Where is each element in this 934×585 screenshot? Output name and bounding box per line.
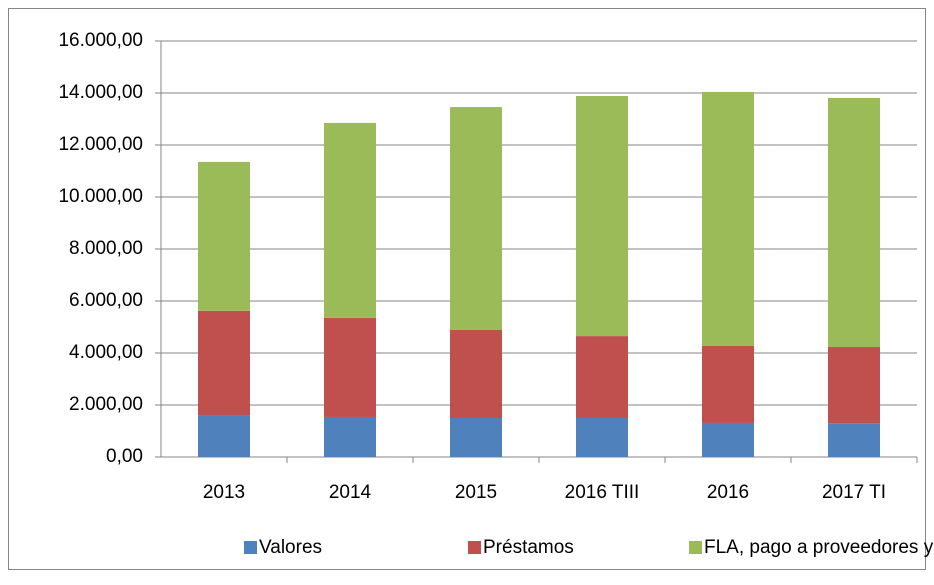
legend-label: FLA, pago a proveedores y otros xyxy=(704,537,934,558)
bar-segment xyxy=(576,95,628,337)
y-tick-label: 14.000,00 xyxy=(58,82,143,103)
legend-swatch xyxy=(689,541,702,554)
bar-segment xyxy=(828,97,880,348)
bar-segment xyxy=(450,107,502,330)
bar-segment xyxy=(198,310,250,416)
x-tick-label: 2016 TIII xyxy=(565,482,640,503)
x-tick-label: 2015 xyxy=(455,482,497,503)
y-tick-label: 12.000,00 xyxy=(58,134,143,155)
y-tick-label: 16.000,00 xyxy=(58,30,143,51)
bar-segment xyxy=(198,161,250,311)
bar-segment xyxy=(450,329,502,418)
legend-label: Préstamos xyxy=(483,537,574,558)
bar-segment xyxy=(324,122,376,318)
y-tick-label: 0,00 xyxy=(106,446,143,467)
bar-segment xyxy=(702,422,754,457)
bar-segment xyxy=(702,91,754,346)
x-tick-label: 2014 xyxy=(329,482,372,503)
bar-segment xyxy=(828,347,880,424)
bar-segment xyxy=(702,345,754,423)
y-tick-label: 8.000,00 xyxy=(69,238,143,259)
bar-segment xyxy=(324,317,376,417)
y-tick-label: 4.000,00 xyxy=(69,342,143,363)
bar-segment xyxy=(450,418,502,457)
bar-segment xyxy=(828,423,880,457)
legend-swatch xyxy=(468,541,481,554)
bar-segment xyxy=(576,418,628,457)
y-tick-label: 2.000,00 xyxy=(69,394,143,415)
bar-segment xyxy=(324,416,376,457)
bar-segment xyxy=(576,336,628,418)
x-tick-label: 2017 TI xyxy=(822,482,886,503)
legend-label: Valores xyxy=(259,537,322,558)
bar-segment xyxy=(198,415,250,457)
legend-swatch xyxy=(244,541,257,554)
y-tick-label: 6.000,00 xyxy=(69,290,143,311)
y-tick-label: 10.000,00 xyxy=(58,186,143,207)
x-tick-label: 2013 xyxy=(203,482,245,503)
x-tick-label: 2016 xyxy=(707,482,749,503)
